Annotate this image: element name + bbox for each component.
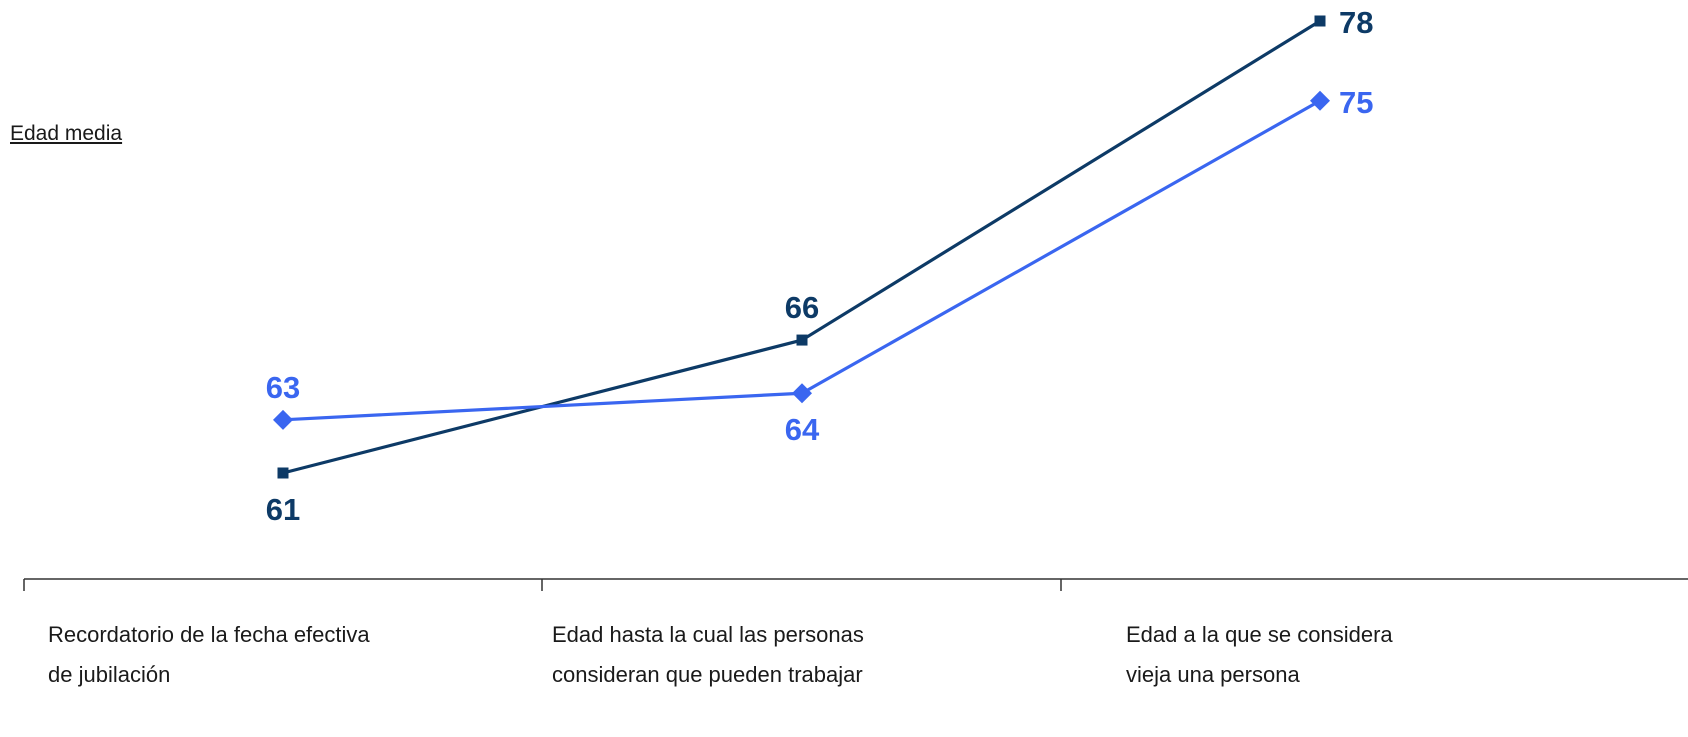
series-2-data-label-2: 64: [785, 412, 820, 447]
x-tick-label-1-line-2: de jubilación: [48, 662, 171, 687]
x-tick-label-3: Edad a la que se considera vieja una per…: [1126, 615, 1596, 695]
series-1-data-label-1: 61: [266, 492, 300, 527]
x-tick-label-1: Recordatorio de la fecha efectiva de jub…: [48, 615, 518, 695]
x-tick-label-2-line-2: consideran que pueden trabajar: [552, 662, 863, 687]
series-2-data-label-3: 75: [1339, 85, 1373, 120]
series-2-point-2: [792, 383, 812, 404]
series-1-data-label-2: 66: [785, 290, 819, 325]
x-tick-label-1-line-1: Recordatorio de la fecha efectiva: [48, 622, 370, 647]
x-tick-label-2: Edad hasta la cual las personas consider…: [552, 615, 1022, 695]
series-2-point-3: [1310, 90, 1330, 111]
series-2-line: [282, 99, 1321, 422]
x-tick-label-3-line-2: vieja una persona: [1126, 662, 1300, 687]
series-1-point-3: [1314, 15, 1326, 27]
series-2-point-1: [273, 409, 293, 430]
x-tick-label-2-line-1: Edad hasta la cual las personas: [552, 622, 864, 647]
series-1-line: [282, 19, 1321, 475]
series-1-data-label-3: 78: [1339, 5, 1373, 40]
series-1-point-2: [796, 334, 808, 346]
series-1-point-1: [277, 467, 289, 479]
y-axis-label: Edad media: [10, 122, 123, 145]
x-tick-label-3-line-1: Edad a la que se considera: [1126, 622, 1393, 647]
series-2-data-label-1: 63: [266, 370, 300, 405]
